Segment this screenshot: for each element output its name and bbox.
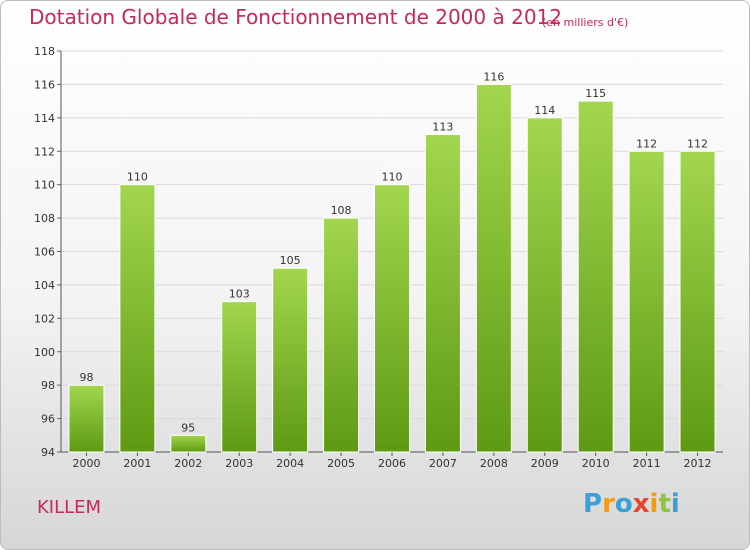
data-label: 115 [585, 87, 606, 100]
y-tick-label: 110 [34, 179, 55, 192]
bar-2004 [272, 267, 309, 453]
logo-letter: i [670, 489, 680, 519]
logo-letter: x [632, 489, 650, 519]
y-tick-label: 106 [34, 246, 55, 259]
y-tick-label: 116 [34, 78, 55, 91]
data-label: 105 [280, 254, 301, 267]
bar-2002 [170, 434, 207, 453]
x-tick-label: 2001 [123, 457, 151, 470]
y-tick-label: 114 [34, 112, 55, 125]
data-label: 112 [636, 137, 657, 150]
y-tick-label: 104 [34, 279, 55, 292]
bar-2008 [475, 83, 512, 453]
y-tick-label: 96 [41, 413, 55, 426]
logo-letter: t [658, 489, 671, 519]
x-tick-label: 2002 [174, 457, 202, 470]
bar-2007 [424, 134, 461, 453]
data-label: 103 [229, 288, 250, 301]
data-label: 110 [382, 171, 403, 184]
chart-subtitle: (en milliers d'€) [542, 16, 629, 29]
y-tick-label: 108 [34, 212, 55, 225]
logo-letter: i [649, 489, 659, 519]
bar-2011 [628, 150, 665, 453]
y-tick-label: 118 [34, 45, 55, 58]
bar-2000 [68, 384, 105, 453]
x-tick-label: 2011 [633, 457, 661, 470]
data-label: 116 [483, 70, 504, 83]
data-label: 113 [432, 121, 453, 134]
x-tick-label: 2000 [72, 457, 100, 470]
data-label: 98 [79, 371, 93, 384]
bar-2009 [526, 117, 563, 453]
x-tick-label: 2005 [327, 457, 355, 470]
y-tick-label: 112 [34, 145, 55, 158]
data-label: 112 [687, 137, 708, 150]
x-tick-label: 2012 [684, 457, 712, 470]
y-tick-label: 98 [41, 379, 55, 392]
data-label: 108 [331, 204, 352, 217]
place-name: KILLEM [37, 497, 102, 518]
y-tick-label: 102 [34, 312, 55, 325]
x-tick-label: 2009 [531, 457, 559, 470]
y-tick-label: 100 [34, 346, 55, 359]
bar-2005 [323, 217, 360, 453]
x-tick-label: 2006 [378, 457, 406, 470]
bar-2003 [221, 301, 258, 453]
y-tick-label: 94 [41, 446, 55, 459]
bar-2006 [374, 184, 410, 453]
data-label: 110 [127, 171, 148, 184]
x-tick-label: 2003 [225, 457, 253, 470]
bar-2010 [577, 100, 614, 453]
x-tick-label: 2010 [582, 457, 610, 470]
logo-letter: r [602, 489, 615, 519]
data-label: 114 [534, 104, 555, 117]
proxiti-logo: Proxiti [583, 489, 680, 519]
data-label: 95 [181, 421, 195, 434]
x-tick-label: 2007 [429, 457, 457, 470]
bar-2012 [679, 150, 716, 453]
logo-letter: P [583, 489, 603, 519]
x-tick-label: 2004 [276, 457, 304, 470]
x-tick-label: 2008 [480, 457, 508, 470]
bar-2001 [119, 184, 156, 453]
chart-title: Dotation Globale de Fonctionnement de 20… [29, 5, 562, 29]
logo-letter: o [614, 489, 633, 519]
